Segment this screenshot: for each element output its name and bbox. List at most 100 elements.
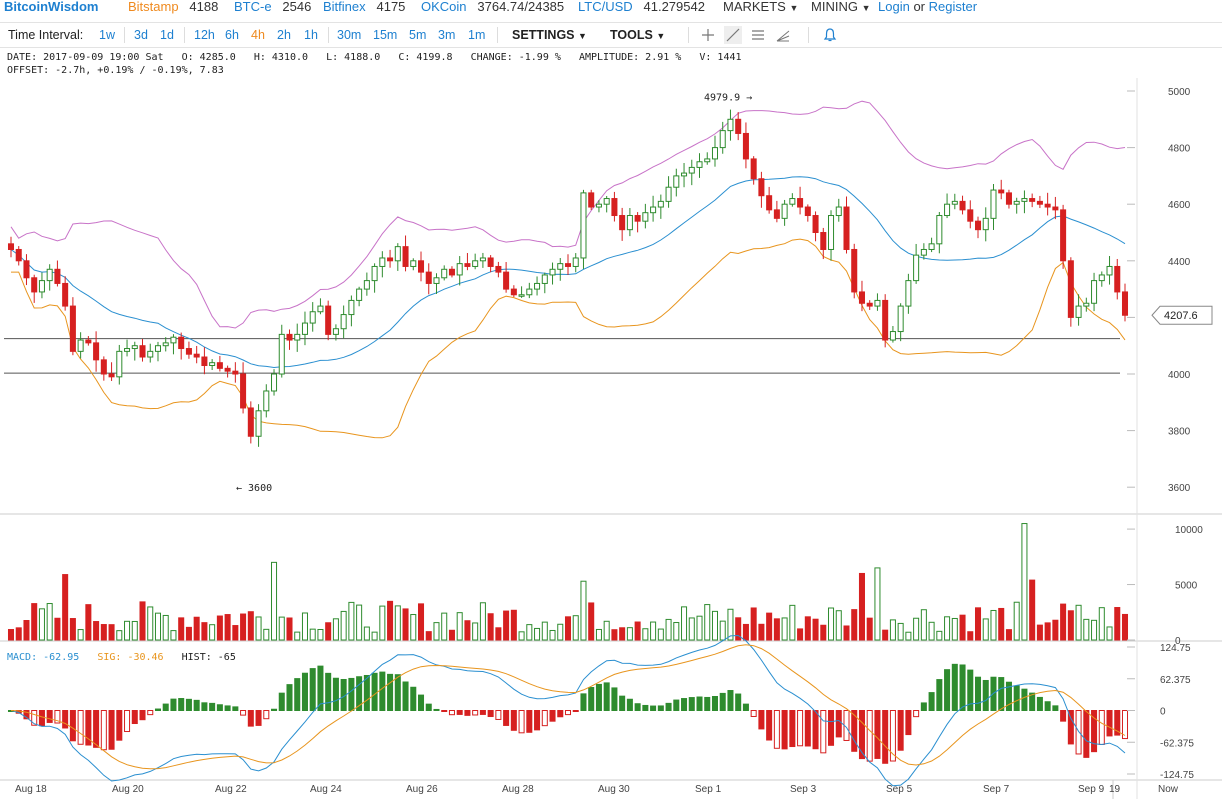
login-link[interactable]: Login: [878, 0, 910, 14]
macd-hist-bar: [711, 696, 719, 711]
interval-3d[interactable]: 3d: [134, 28, 148, 42]
volume-bar: [959, 614, 966, 641]
exchange-bitfinex[interactable]: Bitfinex 4175: [323, 0, 405, 13]
macd-hist-bar: [735, 693, 742, 712]
interval-15m[interactable]: 15m: [373, 28, 398, 42]
macd-hist-bar: [1091, 710, 1098, 753]
settings-menu[interactable]: SETTINGS ▼: [512, 28, 587, 43]
volume-bar: [417, 603, 425, 641]
macd-hist-bar: [363, 674, 370, 712]
macd-hist-bar: [820, 710, 827, 754]
volume-bar: [781, 617, 788, 641]
site-brand[interactable]: BitcoinWisdom: [4, 0, 99, 14]
interval-6h[interactable]: 6h: [225, 28, 239, 42]
volume-bar: [642, 628, 649, 641]
macd-hist-bar: [1121, 710, 1129, 740]
toolbar-divider: [808, 27, 809, 43]
volume-bar: [742, 623, 749, 641]
macd-hist-bar: [913, 710, 920, 718]
exchange-ltcusd[interactable]: LTC/USD 41.279542: [578, 0, 705, 13]
volume-bar: [232, 625, 239, 641]
interval-3m[interactable]: 3m: [438, 28, 456, 42]
macd-hist-bar: [665, 702, 672, 711]
macd-tick-label: 62.375: [1160, 675, 1191, 686]
exchange-btce[interactable]: BTC-e 2546: [234, 0, 311, 13]
fib-tool-icon[interactable]: [775, 27, 791, 43]
candle-body: [897, 305, 904, 333]
bell-alert-icon[interactable]: [822, 27, 838, 43]
volume-bar: [920, 609, 927, 641]
interval-4h[interactable]: 4h: [251, 28, 265, 42]
exchange-okcoin[interactable]: OKCoin 3764.74/24385: [421, 0, 564, 13]
candle-body: [936, 215, 943, 245]
volume-bar: [147, 606, 154, 641]
candle-info-line: DATE: 2017-09-09 19:00 Sat O: 4285.0 H: …: [7, 52, 742, 63]
volume-bar: [564, 616, 572, 641]
volume-bar: [928, 621, 935, 641]
macd-hist-bar: [727, 690, 734, 712]
candle-body: [278, 333, 285, 375]
candle-body: [534, 282, 541, 290]
hist-value: -65: [217, 652, 236, 663]
volume-bar: [363, 626, 370, 641]
markets-menu[interactable]: MARKETS ▼: [723, 0, 798, 15]
candle-body: [162, 342, 169, 347]
volume-bar: [557, 623, 564, 641]
macd-hist-bar: [23, 710, 30, 720]
macd-hist-bar: [309, 668, 316, 712]
mining-menu[interactable]: MINING ▼: [811, 0, 871, 15]
candle-body: [998, 189, 1005, 194]
crosshair-icon[interactable]: [700, 27, 716, 43]
macd-hist-bar: [828, 710, 835, 746]
caret-down-icon: ▼: [656, 31, 666, 41]
macd-hist-bar: [1052, 705, 1059, 711]
macd-hist-bar: [951, 663, 958, 711]
candle-body: [1036, 200, 1043, 205]
sig-label: SIG:: [97, 652, 122, 663]
candle-body: [990, 189, 997, 219]
interval-12h[interactable]: 12h: [194, 28, 215, 42]
interval-5m[interactable]: 5m: [409, 28, 427, 42]
candle-body: [766, 195, 773, 211]
x-tick-label: Sep 5: [886, 784, 913, 795]
candle-body: [974, 220, 982, 231]
macd-hist-bar: [1013, 685, 1020, 711]
horizontal-lines-icon[interactable]: [750, 27, 766, 43]
price-chart[interactable]: 360038004000420044004600480050004979.9 →…: [0, 78, 1222, 799]
macd-hist-bar: [1067, 710, 1074, 745]
exchange-bitstamp[interactable]: Bitstamp 4188: [128, 0, 218, 13]
toolbar-divider: [497, 27, 498, 43]
macd-hist-bar: [124, 710, 131, 733]
signal-line: [10, 644, 1126, 770]
line-draw-icon[interactable]: [724, 26, 742, 44]
candle-body: [495, 265, 502, 273]
candle-body: [595, 203, 602, 208]
macd-hist-bar: [131, 710, 138, 725]
tools-menu[interactable]: TOOLS ▼: [610, 28, 665, 43]
macd-hist-bar: [510, 710, 517, 731]
macd-hist-bar: [108, 710, 115, 750]
macd-hist-bar: [580, 693, 587, 712]
interval-1w[interactable]: 1w: [99, 28, 115, 42]
volume-bar: [1021, 523, 1028, 641]
interval-1d[interactable]: 1d: [160, 28, 174, 42]
caret-down-icon: ▼: [861, 3, 871, 13]
volume-bar: [379, 605, 386, 641]
volume-bar: [588, 602, 595, 641]
macd-hist-bar: [572, 710, 579, 712]
register-link[interactable]: Register: [928, 0, 978, 14]
volume-bar: [711, 610, 719, 641]
interval-1m[interactable]: 1m: [468, 28, 486, 42]
candle-body: [472, 260, 479, 267]
interval-2h[interactable]: 2h: [277, 28, 291, 42]
volume-bar: [294, 631, 301, 641]
interval-30m[interactable]: 30m: [337, 28, 362, 42]
interval-1h[interactable]: 1h: [304, 28, 318, 42]
price-tick-label: 3800: [1168, 427, 1191, 438]
low-annotation: ← 3600: [236, 483, 272, 494]
macd-hist-bar: [858, 710, 865, 760]
hist-label: HIST:: [181, 652, 212, 663]
macd-hist-bar: [928, 692, 935, 712]
volume-bar: [93, 621, 100, 641]
macd-hist-bar: [170, 698, 177, 712]
